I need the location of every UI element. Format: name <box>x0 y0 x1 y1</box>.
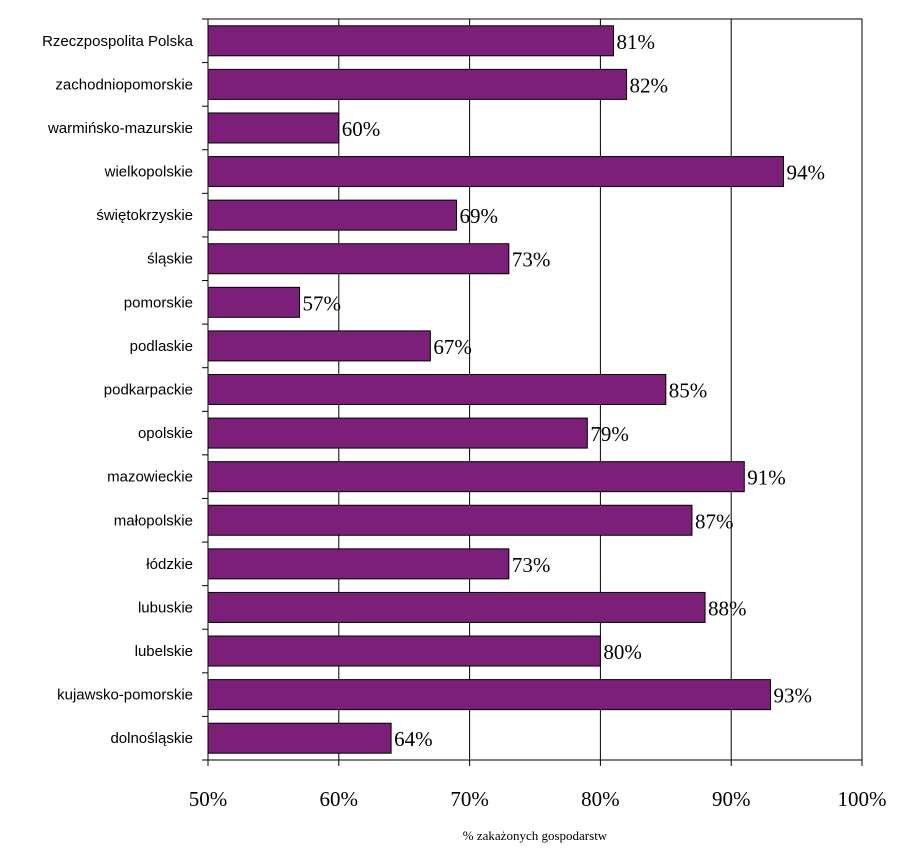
bar <box>207 199 458 231</box>
category-label: wielkopolskie <box>104 164 193 181</box>
bar <box>207 243 510 275</box>
category-label: lubuskie <box>138 599 193 616</box>
bar <box>207 286 301 318</box>
x-axis-title: % zakażonych gospodarstw <box>463 828 608 843</box>
bar <box>207 679 771 711</box>
category-label: podlaskie <box>130 338 193 355</box>
category-label: lubelskie <box>135 643 193 660</box>
value-label: 80% <box>603 640 642 664</box>
category-label: zachodniopomorskie <box>55 76 193 93</box>
x-axis-ticks: 50% 60% 70% 80% 90% 100% <box>189 18 887 811</box>
category-label: Rzeczpospolita Polska <box>42 33 194 50</box>
x-tick-label: 90% <box>712 787 751 811</box>
x-tick-label: 100% <box>838 787 887 811</box>
bar <box>207 417 588 449</box>
value-label: 73% <box>512 553 550 577</box>
value-label: 69% <box>460 204 499 228</box>
category-label: mazowieckie <box>107 469 193 486</box>
bar <box>207 25 614 57</box>
value-label: 93% <box>773 684 812 708</box>
bar <box>207 504 693 536</box>
category-label: łódzkie <box>146 556 193 573</box>
x-tick-label: 60% <box>320 787 359 811</box>
value-label: 88% <box>708 596 747 620</box>
value-label: 91% <box>747 466 786 490</box>
category-label: pomorskie <box>124 294 193 311</box>
x-tick-label: 70% <box>450 787 489 811</box>
bar <box>207 112 340 144</box>
bar <box>207 156 785 188</box>
value-label: 81% <box>616 30 655 54</box>
category-labels: Rzeczpospolita Polska zachodniopomorskie w… <box>42 33 194 747</box>
value-label: 94% <box>787 161 826 185</box>
category-label: śląskie <box>147 251 193 268</box>
bar <box>207 374 667 405</box>
bar <box>207 722 392 754</box>
bars-group <box>207 25 785 754</box>
value-label: 67% <box>433 335 472 359</box>
bar <box>207 591 706 623</box>
value-labels: 81% 82% 60% 94% 69% 73% 57% 67% 85% 79% 91% 87% 73% 8… <box>303 30 825 751</box>
value-label: 57% <box>303 291 342 315</box>
category-label: kujawsko-pomorskie <box>57 687 193 704</box>
x-tick-label: 50% <box>189 787 228 811</box>
category-label: świętokrzyskie <box>96 207 193 224</box>
bar <box>207 548 510 580</box>
value-label: 79% <box>590 422 629 446</box>
category-label: małopolskie <box>114 512 193 529</box>
bar <box>207 68 628 100</box>
value-label: 87% <box>695 509 734 533</box>
category-label: podkarpackie <box>104 382 193 399</box>
value-label: 85% <box>669 379 708 403</box>
value-label: 73% <box>512 248 550 272</box>
value-label: 60% <box>342 117 381 141</box>
category-label: opolskie <box>138 425 193 442</box>
bar <box>207 635 601 667</box>
x-tick-label: 80% <box>581 787 620 811</box>
category-label: warmińsko-mazurskie <box>47 120 193 137</box>
bar <box>207 461 745 493</box>
bar <box>207 330 431 362</box>
value-label: 64% <box>394 727 433 751</box>
value-label: 82% <box>630 73 669 97</box>
category-label: dolnośląskie <box>110 730 193 747</box>
